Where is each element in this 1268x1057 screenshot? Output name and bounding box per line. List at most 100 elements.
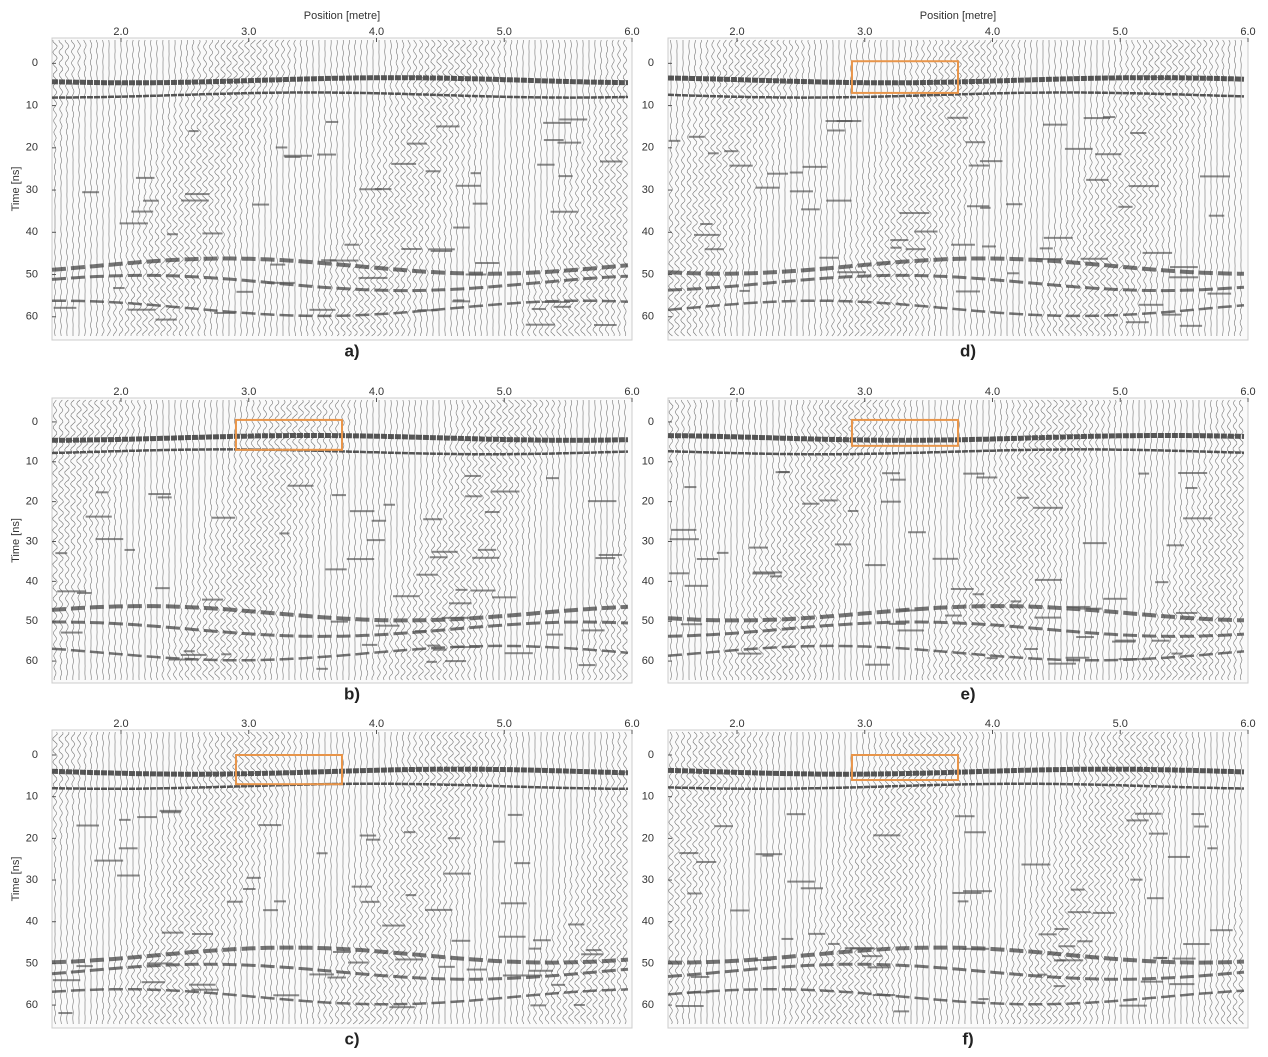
event (1112, 640, 1136, 643)
event (143, 199, 159, 202)
trace (1101, 399, 1105, 681)
trace (1227, 39, 1231, 337)
trace (902, 39, 908, 337)
event (395, 958, 423, 961)
traces (667, 39, 1245, 337)
trace (340, 39, 346, 337)
y-axis-label: Time [ns] (10, 857, 22, 902)
event (696, 558, 719, 561)
trace (1226, 731, 1232, 1025)
trace (992, 39, 998, 337)
event (472, 202, 488, 205)
trace (160, 731, 166, 1025)
event (802, 165, 827, 168)
event (558, 175, 573, 178)
event (1037, 973, 1048, 976)
trace (400, 39, 406, 337)
trace (305, 731, 309, 1025)
event (982, 245, 997, 248)
x-tick-label: 6.0 (624, 718, 639, 730)
trace (1088, 731, 1094, 1025)
trace (341, 399, 345, 680)
event (897, 629, 924, 632)
trace (190, 399, 196, 681)
event (456, 184, 481, 187)
trace (962, 399, 968, 681)
trace (150, 400, 153, 681)
event (837, 271, 867, 274)
trace (1154, 731, 1160, 1025)
trace (819, 39, 823, 337)
trace (430, 39, 436, 336)
trace (956, 39, 962, 337)
trace (610, 731, 616, 1025)
event (914, 230, 938, 233)
reflector (51, 644, 629, 662)
trace (698, 731, 704, 1024)
trace (347, 399, 351, 681)
event (284, 155, 301, 158)
y-tick-label: 10 (26, 456, 38, 468)
event (1170, 266, 1198, 269)
trace (154, 731, 160, 1025)
event (435, 125, 460, 128)
trace (1005, 39, 1009, 337)
trace (692, 39, 698, 337)
trace (616, 39, 622, 337)
y-tick-label: 50 (26, 268, 38, 280)
x-tick-label: 5.0 (497, 718, 512, 730)
trace (293, 39, 297, 336)
trace (137, 399, 141, 681)
event (525, 323, 555, 326)
panel: 2.0 3.0 4.0 5.0 6.0 0 10 20 30 40 50 60 f) (642, 718, 1256, 1049)
trace (346, 731, 352, 1025)
trace (710, 731, 716, 1025)
trace (406, 731, 412, 1025)
trace (1166, 399, 1172, 681)
y-tick-label: 50 (26, 615, 38, 627)
trace (370, 40, 376, 337)
event (58, 1012, 73, 1015)
trace (107, 39, 111, 337)
y-axis-label: Time [ns] (10, 518, 22, 563)
trace (969, 731, 973, 1024)
trace (520, 399, 526, 680)
event (551, 983, 566, 986)
trace (173, 400, 177, 681)
trace (436, 39, 442, 336)
y-tick-label: 60 (26, 311, 38, 323)
event (679, 852, 699, 855)
trace (794, 39, 799, 336)
trace (70, 39, 76, 336)
trace (740, 39, 746, 336)
event (391, 162, 417, 165)
event (979, 160, 1003, 163)
panel: 2.0 3.0 4.0 5.0 6.0 0 10 20 30 40 50 60 Position [me… (642, 10, 1256, 361)
trace (1148, 400, 1154, 681)
event (700, 222, 713, 225)
trace (310, 399, 316, 681)
event (382, 924, 405, 927)
trace (1166, 39, 1172, 337)
trace (574, 39, 580, 337)
event (429, 556, 448, 559)
trace (52, 39, 58, 337)
event (330, 620, 348, 623)
event (1064, 147, 1093, 150)
event (986, 657, 998, 660)
trace (704, 39, 710, 337)
trace (884, 39, 890, 337)
trace (358, 40, 364, 337)
event (94, 859, 124, 862)
reflector (51, 273, 629, 293)
trace (563, 399, 567, 681)
event (952, 891, 982, 894)
trace (178, 731, 184, 1025)
y-tick-label: 10 (26, 791, 38, 803)
trace (593, 399, 598, 681)
trace (95, 39, 99, 337)
event (1043, 236, 1073, 239)
y-tick-label: 60 (642, 655, 654, 667)
trace (758, 399, 764, 681)
trace (842, 731, 848, 1025)
